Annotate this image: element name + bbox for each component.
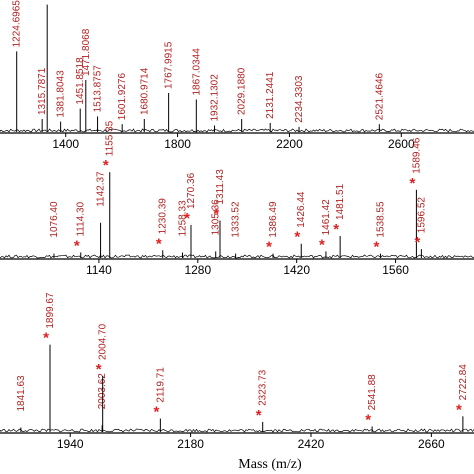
- peak-label: 1589.46: [411, 137, 422, 174]
- peak-label: 1076.40: [49, 201, 60, 238]
- baseline-noise: [0, 128, 474, 133]
- peak-star-marker: *: [156, 235, 162, 252]
- peak-label: 2004.70: [98, 323, 109, 360]
- peak-label: 1596.52: [416, 197, 427, 234]
- peak-label: 1315.7871: [37, 67, 48, 115]
- x-tick-label: 1800: [164, 137, 191, 151]
- peak-label: 1381.8043: [56, 70, 67, 118]
- peak-star-marker: *: [294, 229, 300, 246]
- peak-star-marker: *: [184, 210, 190, 227]
- x-tick-label: 1560: [382, 263, 409, 277]
- baseline-noise: [0, 254, 474, 259]
- peak-label: 1258.33: [177, 200, 188, 237]
- peak-label: 1513.8757: [93, 65, 104, 113]
- peak-star-marker: *: [333, 221, 339, 238]
- peak-star-marker: *: [319, 236, 325, 253]
- peak-label: 1461.42: [321, 199, 332, 236]
- peak-star-marker: *: [103, 157, 109, 174]
- peak-star-marker: *: [74, 238, 80, 255]
- peak-label: 1305.36: [211, 199, 222, 236]
- peak-label: 1601.9276: [117, 72, 128, 120]
- peak-label: 1142.37: [96, 171, 107, 207]
- peak-label: 1386.49: [268, 201, 279, 238]
- peak-label: 1230.39: [158, 198, 169, 235]
- x-axis-label: Mass (m/z): [238, 457, 302, 472]
- x-tick-label: 2180: [177, 437, 204, 451]
- peak-label: 1867.0344: [191, 48, 202, 96]
- peak-label: 1471.8068: [81, 28, 92, 76]
- peak-label: 1451.8518: [75, 57, 86, 105]
- peak-star-marker: *: [153, 404, 159, 421]
- peak-label: 2323.73: [258, 369, 269, 406]
- peak-label: 2029.1880: [237, 67, 248, 115]
- peak-label: 1481.51: [335, 183, 346, 220]
- x-tick-label: 1280: [184, 263, 211, 277]
- peak-star-marker: *: [374, 239, 380, 256]
- peak-label: 2119.71: [155, 367, 166, 403]
- peak-label: 2521.4646: [374, 72, 385, 120]
- peak-label: 2131.2441: [265, 71, 276, 119]
- peak-star-marker: *: [43, 330, 49, 347]
- peak-label: 1841.63: [16, 375, 27, 412]
- peak-label: 1333.52: [231, 201, 242, 238]
- x-tick-label: 2600: [388, 137, 415, 151]
- x-tick-label: 2660: [418, 437, 445, 451]
- x-tick-label: 2420: [298, 437, 325, 451]
- peak-label: 2234.3303: [294, 75, 305, 123]
- peak-star-marker: *: [213, 206, 219, 223]
- peak-label: 1155.35: [105, 120, 116, 156]
- peak-star-marker: *: [409, 175, 415, 192]
- peak-label: 1680.9714: [139, 67, 150, 115]
- spectrum-panel-bottom: 1940 2180 2420 26601841.631899.67*2003.6220…: [0, 292, 474, 451]
- peak-label: 1899.67: [45, 292, 56, 329]
- peak-label: 2722.84: [458, 364, 469, 401]
- x-tick-label: 1140: [86, 263, 112, 277]
- peak-label: 1311.43: [215, 169, 226, 205]
- x-tick-label: 2200: [276, 137, 303, 151]
- x-tick-label: 1420: [283, 263, 310, 277]
- x-tick-label: 1940: [57, 437, 84, 451]
- peak-label: 1270.36: [186, 172, 197, 209]
- peak-label: 1932.1302: [210, 74, 221, 122]
- peak-star-marker: *: [266, 239, 272, 256]
- peak-label: 1767.9915: [164, 41, 175, 89]
- x-tick-label: 1400: [52, 137, 79, 151]
- peak-label: 1538.55: [375, 201, 386, 238]
- peak-star-marker: *: [456, 401, 462, 418]
- peak-label: 1114.30: [76, 201, 87, 236]
- peak-label: 1224.6965: [12, 0, 23, 47]
- peak-star-marker: *: [96, 361, 102, 378]
- peak-label: 1333.7473: [42, 0, 53, 1]
- peak-label: 2541.88: [367, 374, 378, 411]
- baseline-noise: [0, 428, 474, 433]
- peak-star-marker: *: [256, 407, 262, 424]
- peak-star-marker: *: [365, 411, 371, 428]
- spectrum-panel-top: 1400 1800 2200 2600 1224.6965 1315.7871 1333.7…: [0, 0, 474, 151]
- peak-label: 1426.44: [296, 191, 307, 228]
- peak-star-marker: *: [414, 234, 420, 251]
